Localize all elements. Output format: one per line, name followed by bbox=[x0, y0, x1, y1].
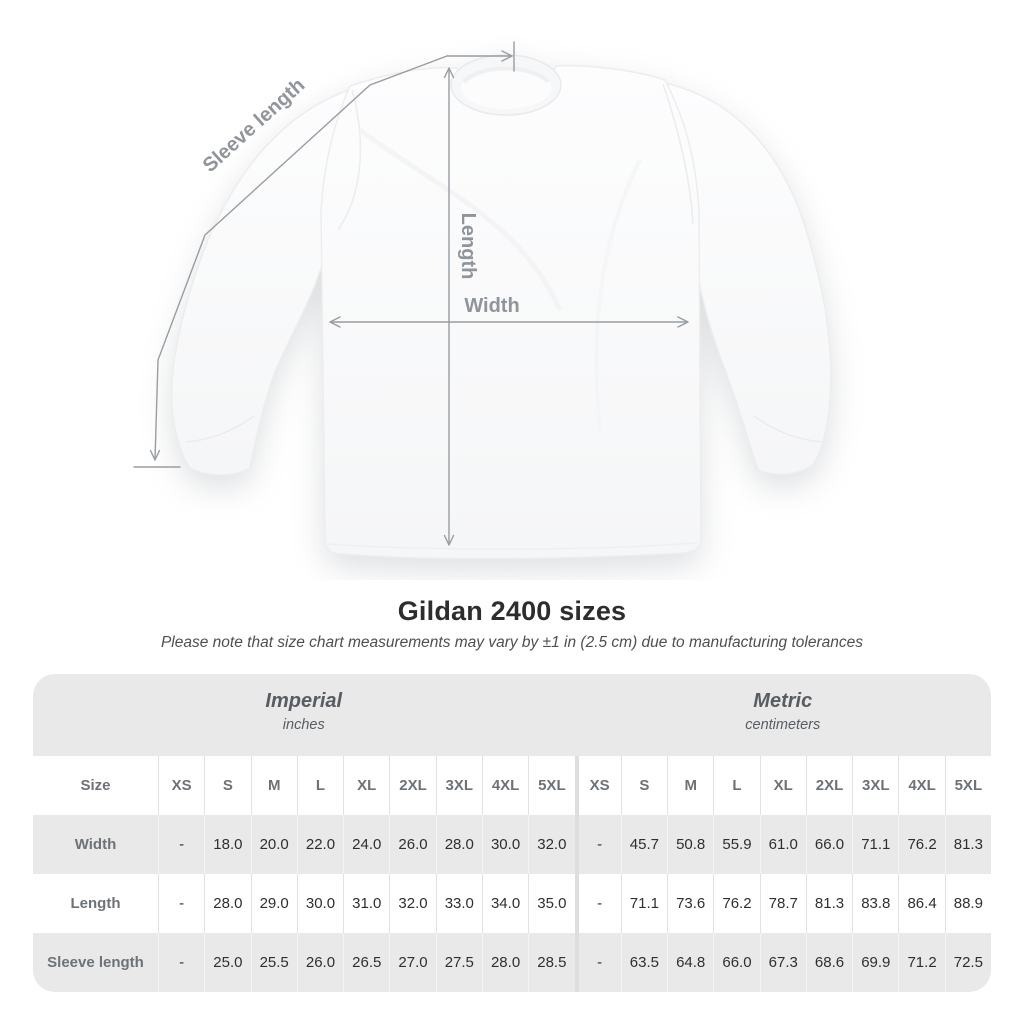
metric-value-cell: 81.3 bbox=[944, 815, 991, 874]
imperial-value-cell: 26.5 bbox=[343, 933, 390, 992]
shirt-diagram: Sleeve length Length Width bbox=[133, 41, 832, 560]
metric-value-cell: 73.6 bbox=[667, 874, 714, 933]
row-label-width: Width bbox=[33, 815, 158, 874]
size-header-metric-m: M bbox=[667, 756, 714, 815]
metric-value-cell: 71.1 bbox=[852, 815, 899, 874]
imperial-value-cell: 32.0 bbox=[389, 874, 436, 933]
imperial-unit: inches bbox=[282, 716, 325, 733]
imperial-value-cell: 29.0 bbox=[250, 874, 297, 933]
measurement-lines bbox=[133, 41, 689, 546]
imperial-value-cell: 34.0 bbox=[481, 874, 529, 933]
imperial-title: Imperial bbox=[265, 689, 343, 712]
metric-value-cell: 66.0 bbox=[805, 815, 853, 874]
metric-value-cell: 69.9 bbox=[852, 933, 899, 992]
metric-value-cell: 68.6 bbox=[805, 933, 853, 992]
metric-value-cell: 76.2 bbox=[713, 874, 760, 933]
metric-value-cell: - bbox=[574, 933, 621, 992]
metric-value-cell: 71.1 bbox=[620, 874, 668, 933]
metric-value-cell: 76.2 bbox=[898, 815, 945, 874]
size-chart-table: Imperial inches Metric centimeters Size X… bbox=[33, 674, 991, 992]
metric-unit: centimeters bbox=[745, 716, 821, 733]
imperial-value-cell: 26.0 bbox=[296, 933, 344, 992]
metric-value-cell: 83.8 bbox=[852, 874, 899, 933]
metric-value-cell: 66.0 bbox=[713, 933, 760, 992]
size-header-metric-4xl: 4XL bbox=[898, 756, 945, 815]
size-header-metric-5xl: 5XL bbox=[944, 756, 991, 815]
metric-value-cell: 45.7 bbox=[620, 815, 668, 874]
metric-value-cell: 71.2 bbox=[898, 933, 945, 992]
metric-value-cell: 88.9 bbox=[944, 874, 991, 933]
size-column-header: Size bbox=[33, 756, 158, 815]
size-header-metric-s: S bbox=[620, 756, 668, 815]
metric-value-cell: 61.0 bbox=[759, 815, 806, 874]
size-header-metric-2xl: 2XL bbox=[805, 756, 853, 815]
metric-value-cell: 64.8 bbox=[667, 933, 714, 992]
tolerance-note: Please note that size chart measurements… bbox=[160, 634, 864, 651]
size-header-metric-l: L bbox=[713, 756, 760, 815]
size-header-metric-3xl: 3XL bbox=[852, 756, 899, 815]
size-header-imperial-xl: XL bbox=[343, 756, 390, 815]
imperial-value-cell: 22.0 bbox=[296, 815, 344, 874]
imperial-value-cell: 30.0 bbox=[481, 815, 529, 874]
size-header-metric-xl: XL bbox=[759, 756, 806, 815]
size-header-imperial-l: L bbox=[296, 756, 344, 815]
metric-value-cell: 78.7 bbox=[759, 874, 806, 933]
imperial-value-cell: 24.0 bbox=[343, 815, 390, 874]
page-title: Gildan 2400 sizes bbox=[397, 596, 627, 626]
imperial-value-cell: 32.0 bbox=[528, 815, 575, 874]
imperial-value-cell: 25.0 bbox=[204, 933, 251, 992]
imperial-value-cell: 18.0 bbox=[204, 815, 251, 874]
imperial-value-cell: - bbox=[158, 874, 205, 933]
size-header-imperial-4xl: 4XL bbox=[481, 756, 529, 815]
imperial-value-cell: 31.0 bbox=[343, 874, 390, 933]
size-header-imperial-xs: XS bbox=[158, 756, 205, 815]
imperial-value-cell: 25.5 bbox=[250, 933, 297, 992]
metric-value-cell: 63.5 bbox=[620, 933, 668, 992]
imperial-value-cell: 30.0 bbox=[296, 874, 344, 933]
row-label-sleeve-length: Sleeve length bbox=[33, 933, 158, 992]
row-label-length: Length bbox=[33, 874, 158, 933]
imperial-section-header: Imperial inches bbox=[33, 674, 575, 756]
imperial-value-cell: 26.0 bbox=[389, 815, 436, 874]
imperial-value-cell: 20.0 bbox=[250, 815, 297, 874]
imperial-value-cell: 28.0 bbox=[204, 874, 251, 933]
metric-value-cell: - bbox=[574, 815, 621, 874]
size-header-imperial-5xl: 5XL bbox=[528, 756, 575, 815]
metric-value-cell: 86.4 bbox=[898, 874, 945, 933]
size-header-imperial-3xl: 3XL bbox=[435, 756, 482, 815]
width-label: Width bbox=[464, 295, 519, 317]
imperial-value-cell: 28.0 bbox=[481, 933, 529, 992]
size-header-metric-xs: XS bbox=[574, 756, 621, 815]
imperial-value-cell: 28.5 bbox=[528, 933, 575, 992]
metric-title: Metric bbox=[753, 689, 813, 712]
imperial-value-cell: - bbox=[158, 815, 205, 874]
imperial-value-cell: 28.0 bbox=[435, 815, 482, 874]
metric-value-cell: 67.3 bbox=[759, 933, 806, 992]
size-header-imperial-m: M bbox=[250, 756, 297, 815]
metric-value-cell: 81.3 bbox=[805, 874, 853, 933]
imperial-value-cell: 33.0 bbox=[435, 874, 482, 933]
imperial-value-cell: - bbox=[158, 933, 205, 992]
size-header-imperial-2xl: 2XL bbox=[389, 756, 436, 815]
metric-value-cell: 72.5 bbox=[944, 933, 991, 992]
imperial-value-cell: 35.0 bbox=[528, 874, 575, 933]
metric-section-header: Metric centimeters bbox=[574, 674, 991, 756]
metric-value-cell: - bbox=[574, 874, 621, 933]
metric-value-cell: 55.9 bbox=[713, 815, 760, 874]
imperial-value-cell: 27.0 bbox=[389, 933, 436, 992]
metric-value-cell: 50.8 bbox=[667, 815, 714, 874]
imperial-value-cell: 27.5 bbox=[435, 933, 482, 992]
shirt-illustration bbox=[170, 54, 832, 560]
length-label: Length bbox=[457, 213, 479, 280]
size-header-imperial-s: S bbox=[204, 756, 251, 815]
